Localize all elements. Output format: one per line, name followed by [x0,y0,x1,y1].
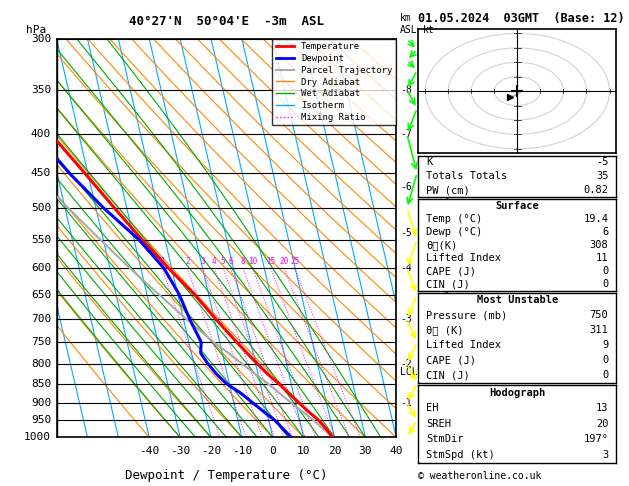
Text: 0: 0 [602,266,608,276]
Text: 15: 15 [266,257,276,266]
Text: 197°: 197° [584,434,608,444]
Text: Most Unstable: Most Unstable [477,295,558,305]
Text: 01.05.2024  03GMT  (Base: 12): 01.05.2024 03GMT (Base: 12) [418,12,625,25]
Text: 9: 9 [602,340,608,350]
Text: Temp (°C): Temp (°C) [426,214,482,224]
Text: 20: 20 [328,446,342,456]
Text: LCL: LCL [401,367,418,377]
Text: 25: 25 [290,257,299,266]
Text: 2: 2 [185,257,189,266]
Text: 900: 900 [31,398,51,408]
Text: CIN (J): CIN (J) [426,370,470,381]
Text: 350: 350 [31,85,51,95]
Text: 950: 950 [31,416,51,425]
Text: 400: 400 [31,129,51,139]
Text: K: K [426,157,433,168]
Text: 6: 6 [602,227,608,237]
Text: 0.82: 0.82 [584,185,608,195]
Text: 1000: 1000 [24,433,51,442]
Text: 600: 600 [31,263,51,273]
Text: 300: 300 [31,34,51,44]
Text: 450: 450 [31,168,51,178]
Text: © weatheronline.co.uk: © weatheronline.co.uk [418,471,542,481]
Text: -30: -30 [170,446,190,456]
Text: 35: 35 [596,172,608,181]
Text: 13: 13 [596,403,608,413]
Text: 0: 0 [602,355,608,365]
Text: kt: kt [423,25,435,35]
Text: Totals Totals: Totals Totals [426,172,508,181]
Text: -1: -1 [401,398,412,408]
Text: 1: 1 [160,257,165,266]
Text: 650: 650 [31,290,51,300]
Text: 10: 10 [297,446,310,456]
Text: 311: 311 [590,325,608,335]
Text: -7: -7 [401,129,412,139]
Text: 6: 6 [228,257,233,266]
Text: Hodograph: Hodograph [489,388,545,398]
Text: 19.4: 19.4 [584,214,608,224]
Text: 750: 750 [31,337,51,347]
Text: 11: 11 [596,253,608,263]
Text: 3: 3 [201,257,205,266]
Text: PW (cm): PW (cm) [426,185,470,195]
Text: Lifted Index: Lifted Index [426,340,501,350]
Text: 40: 40 [389,446,403,456]
Text: 5: 5 [221,257,225,266]
Text: 20: 20 [280,257,289,266]
Text: Dewpoint / Temperature (°C): Dewpoint / Temperature (°C) [125,469,328,482]
Text: 700: 700 [31,314,51,324]
Text: 750: 750 [590,310,608,320]
Text: 800: 800 [31,359,51,368]
Legend: Temperature, Dewpoint, Parcel Trajectory, Dry Adiabat, Wet Adiabat, Isotherm, Mi: Temperature, Dewpoint, Parcel Trajectory… [272,39,396,125]
Text: 550: 550 [31,235,51,244]
Text: 0: 0 [269,446,276,456]
Text: -4: -4 [401,263,412,273]
Text: Pressure (mb): Pressure (mb) [426,310,508,320]
Text: 0: 0 [602,370,608,381]
Text: 3: 3 [602,450,608,460]
Text: 20: 20 [596,419,608,429]
Text: -8: -8 [401,85,412,95]
Text: 40°27'N  50°04'E  -3m  ASL: 40°27'N 50°04'E -3m ASL [129,15,324,28]
Text: -20: -20 [201,446,221,456]
Text: 500: 500 [31,203,51,213]
Text: -6: -6 [401,182,412,192]
Text: StmSpd (kt): StmSpd (kt) [426,450,495,460]
Text: Dewp (°C): Dewp (°C) [426,227,482,237]
Text: 0: 0 [602,279,608,289]
Text: θᴇ(K): θᴇ(K) [426,240,457,250]
Text: EH: EH [426,403,438,413]
Text: Mixing Ratio (g/kg): Mixing Ratio (g/kg) [444,182,454,294]
Text: SREH: SREH [426,419,451,429]
Text: StmDir: StmDir [426,434,464,444]
Text: -3: -3 [401,314,412,324]
Text: 850: 850 [31,379,51,389]
Text: 308: 308 [590,240,608,250]
Text: 8: 8 [241,257,245,266]
Text: -10: -10 [231,446,252,456]
Text: -2: -2 [401,359,412,368]
Text: CAPE (J): CAPE (J) [426,355,476,365]
Text: CIN (J): CIN (J) [426,279,470,289]
Text: CAPE (J): CAPE (J) [426,266,476,276]
Text: -40: -40 [139,446,159,456]
Text: Surface: Surface [496,201,539,211]
Text: hPa: hPa [26,25,47,35]
Text: km
ASL: km ASL [399,13,417,35]
Text: 4: 4 [212,257,216,266]
Text: -5: -5 [401,228,412,239]
Text: θᴇ (K): θᴇ (K) [426,325,464,335]
Text: -5: -5 [596,157,608,168]
Text: Lifted Index: Lifted Index [426,253,501,263]
Text: 10: 10 [248,257,257,266]
Text: 30: 30 [359,446,372,456]
